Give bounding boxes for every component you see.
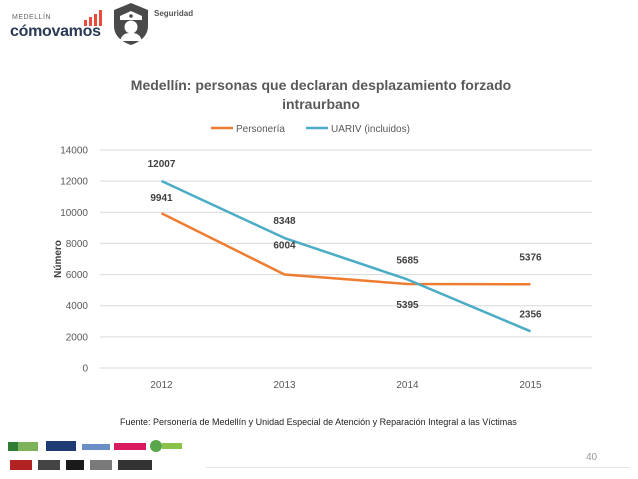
- y-tick-label: 8000: [66, 239, 89, 250]
- x-tick-label: 2013: [273, 380, 296, 391]
- logo-bars-icon: [84, 10, 102, 26]
- legend-label: Personería: [236, 124, 285, 135]
- y-tick-label: 2000: [66, 332, 89, 343]
- page-number: 40: [586, 452, 598, 463]
- series-line: [160, 212, 531, 286]
- logo-city-label: MEDELLÍN: [12, 14, 52, 21]
- y-tick-label: 0: [82, 364, 88, 375]
- data-label: 8348: [273, 216, 296, 227]
- series-line: [160, 179, 531, 333]
- source-note: Fuente: Personería de Medellín y Unidad …: [120, 417, 517, 427]
- chart-title-line-2: intraurbano: [282, 96, 360, 112]
- chart-title: Medellín: personas que declaran desplaza…: [118, 76, 524, 114]
- data-label: 12007: [148, 159, 176, 170]
- data-label: 5685: [396, 255, 419, 266]
- y-tick-label: 12000: [60, 177, 88, 188]
- bolsa-logo: [82, 444, 110, 450]
- logo-wordmark: cómovamos: [10, 23, 101, 40]
- camara-comercio-logo: [150, 440, 182, 452]
- y-axis-label: Número: [53, 240, 64, 278]
- legend-label: UARIV (incluidos): [331, 124, 410, 135]
- y-tick-label: 10000: [60, 208, 88, 219]
- partner-logos: [8, 440, 182, 470]
- x-tick-label: 2012: [150, 380, 173, 391]
- police-officer-icon: [114, 3, 148, 45]
- y-tick-label: 6000: [66, 270, 89, 281]
- medellin-como-vamos-logo: MEDELLÍN cómovamos: [10, 6, 110, 50]
- section-label: Seguridad: [154, 9, 194, 18]
- footer-divider: [206, 467, 630, 468]
- chart-title-line-1: Medellín: personas que declaran desplaza…: [130, 77, 512, 93]
- data-label: 6004: [273, 241, 296, 252]
- eafit-logo: [46, 441, 76, 451]
- y-tick-label: 14000: [60, 146, 88, 157]
- x-tick-label: 2014: [396, 380, 419, 391]
- partner-logo-row-2: [10, 460, 152, 470]
- y-tick-label: 4000: [66, 301, 89, 312]
- proantioquia-logo: [8, 442, 38, 451]
- data-label: 9941: [150, 193, 173, 204]
- data-label: 2356: [519, 309, 542, 320]
- data-label: 5376: [519, 252, 542, 263]
- x-tick-label: 2015: [519, 380, 542, 391]
- comfama-logo: [114, 443, 146, 450]
- data-label: 5395: [396, 300, 419, 311]
